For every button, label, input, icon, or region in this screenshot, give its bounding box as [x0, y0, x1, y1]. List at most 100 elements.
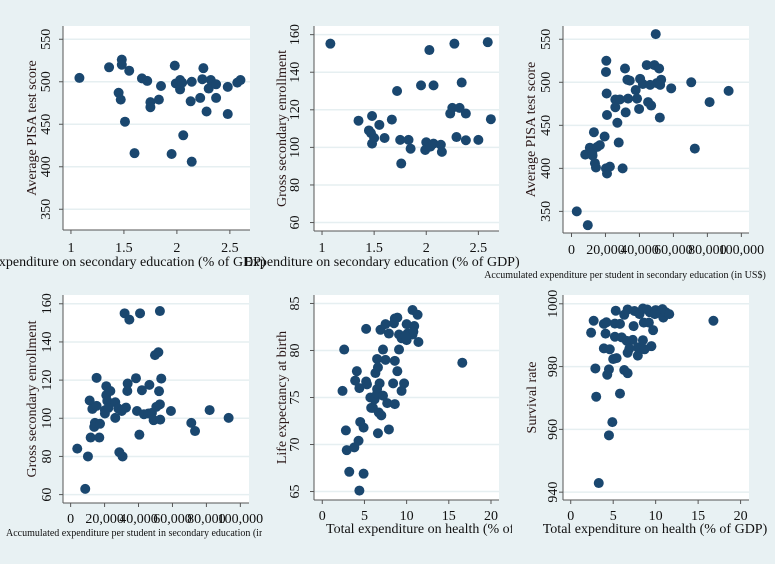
scatter-point [599, 131, 610, 142]
x-tick-label: 0 [319, 509, 326, 524]
x-axis-title: Expenditure on secondary education (% of… [0, 255, 266, 270]
scatter-point [637, 335, 648, 346]
y-tick-label: 350 [39, 199, 54, 220]
scatter-point [350, 375, 361, 386]
y-tick-label: 80 [288, 343, 303, 357]
scatter-point [372, 362, 383, 373]
scatter-point [153, 94, 164, 105]
scatter-point [408, 326, 419, 337]
scatter-point [155, 414, 166, 425]
scatter-point [124, 65, 135, 76]
scatter-point [614, 318, 625, 329]
scatter-point [645, 79, 656, 90]
scatter-point [604, 344, 615, 355]
scatter-point [590, 162, 601, 173]
scatter-point [403, 134, 414, 145]
y-tick-label: 85 [288, 296, 303, 310]
scatter-point [643, 317, 654, 328]
scatter-point [588, 127, 599, 138]
scatter-point [136, 385, 147, 396]
scatter-point [344, 466, 355, 477]
scatter-point [666, 83, 677, 94]
scatter-point [104, 62, 115, 73]
scatter-point [117, 451, 128, 462]
scatter-point [103, 402, 114, 413]
scatter-point [704, 97, 715, 108]
scatter-point [392, 312, 403, 323]
y-tick-label: 80 [40, 449, 55, 463]
scatter-point [424, 45, 435, 56]
scatter-point [646, 100, 657, 111]
scatter-point [620, 107, 631, 118]
scatter-point [587, 150, 598, 161]
y-tick-label: 65 [288, 485, 303, 499]
scatter-point [395, 134, 406, 145]
scatter-point [94, 418, 105, 429]
scatter-point [617, 163, 628, 174]
scatter-point [383, 328, 394, 339]
scatter-point [473, 134, 484, 145]
y-tick-label: 550 [39, 29, 54, 50]
scatter-point [145, 102, 156, 113]
panel-1: 350 400 450 500 550 1 1.5 2 2.5 Average PISA test… [0, 26, 266, 270]
scatter-point [611, 353, 622, 364]
scatter-point [197, 74, 208, 85]
y-tick-label: 940 [546, 482, 561, 503]
scatter-point [601, 317, 612, 328]
y-tick-label: 450 [539, 115, 554, 136]
scatter-point [400, 331, 411, 342]
scatter-point [593, 478, 604, 489]
scatter-point [632, 93, 643, 104]
scatter-point [604, 161, 615, 172]
scatter-point [394, 344, 405, 355]
scatter-point [353, 115, 364, 126]
scatter-point [650, 29, 661, 40]
scatter-point [449, 38, 460, 49]
scatter-point [186, 76, 197, 87]
y-tick-label: 500 [39, 71, 54, 92]
scatter-point [485, 114, 496, 125]
x-tick-label: 20 [734, 509, 748, 524]
scatter-point [591, 391, 602, 402]
y-tick-label: 350 [539, 201, 554, 222]
x-tick-label: 10 [400, 509, 414, 524]
scatter-point [654, 63, 665, 74]
scatter-point [94, 432, 105, 443]
x-tick-label: 20,000 [586, 243, 625, 258]
scatter-point [185, 96, 196, 107]
scatter-point [91, 400, 102, 411]
scatter-point [122, 385, 133, 396]
scatter-point [383, 424, 394, 435]
scatter-point [601, 88, 612, 99]
scatter-point [379, 132, 390, 143]
scatter-point [627, 334, 638, 345]
x-tick-label: 15 [691, 509, 705, 524]
scatter-point [166, 149, 177, 160]
scatter-point [622, 368, 633, 379]
x-tick-label: 100,000 [719, 243, 765, 258]
scatter-point [624, 75, 635, 86]
scatter-point [91, 372, 102, 383]
scatter-point [156, 81, 167, 92]
scatter-point [600, 328, 611, 339]
scatter-point [601, 55, 612, 66]
scatter-point [124, 314, 135, 325]
scatter-point [614, 94, 625, 105]
x-axis-title: Accumulated expenditure per student in s… [6, 528, 264, 539]
scatter-point [428, 80, 439, 91]
y-tick-label: 75 [288, 391, 303, 405]
scatter-point [130, 373, 141, 384]
x-axis-title: Total expenditure on health (% of GDP) [543, 522, 768, 537]
y-tick-label: 100 [288, 137, 303, 158]
scatter-point [613, 137, 624, 148]
scatter-point [211, 92, 222, 103]
x-tick-label: 60,000 [153, 512, 192, 527]
y-tick-label: 140 [40, 331, 55, 352]
scatter-point [85, 432, 96, 443]
scatter-point [177, 77, 188, 88]
scatter-point [156, 373, 167, 384]
scatter-point [386, 114, 397, 125]
scatter-point [178, 130, 189, 141]
scatter-point [186, 417, 197, 428]
scatter-point [154, 399, 165, 410]
